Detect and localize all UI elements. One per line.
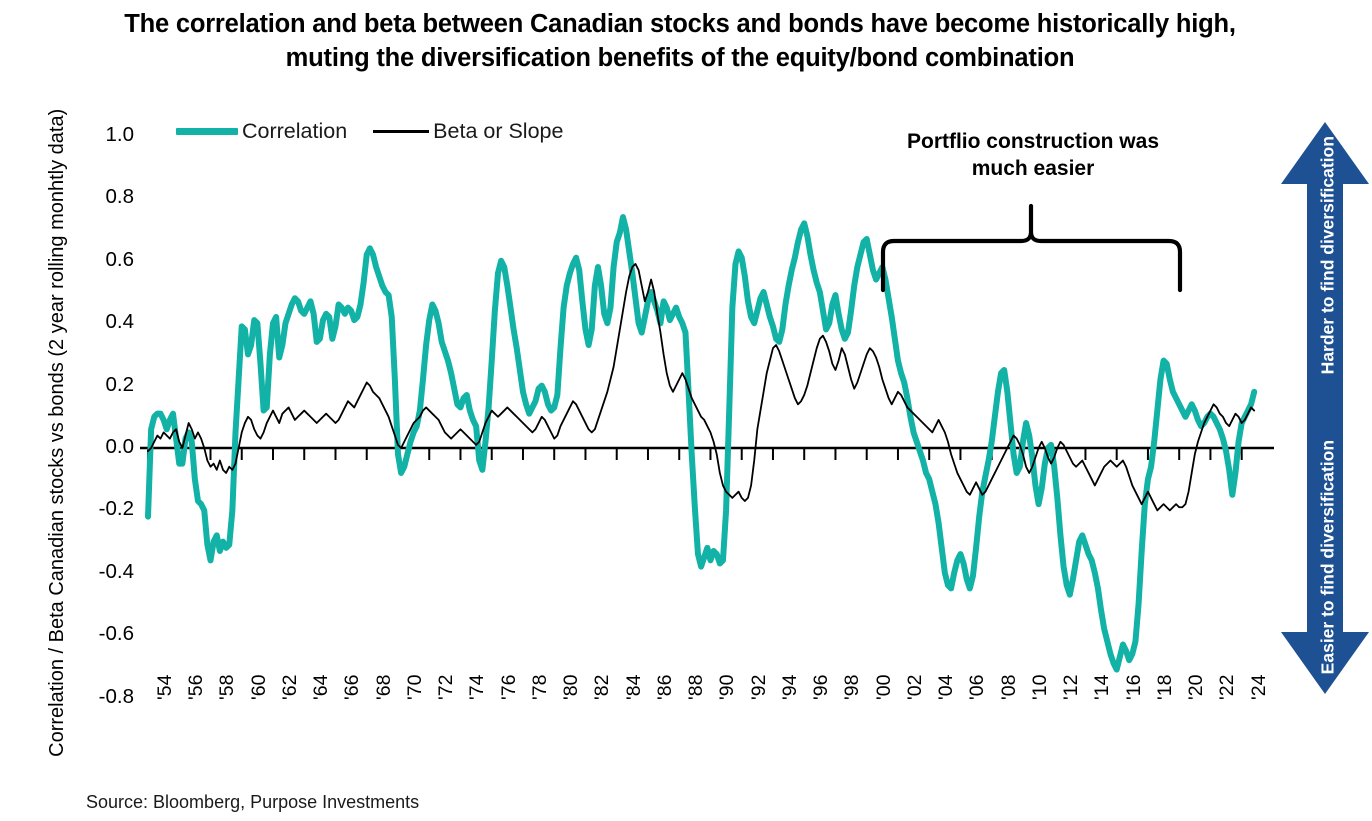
x-tick-label: '22: [1216, 674, 1239, 700]
y-tick-label: 0.0: [105, 435, 135, 458]
x-tick-label: '80: [560, 674, 583, 700]
x-tick-label: '04: [935, 674, 958, 700]
x-tick-label: '84: [622, 674, 645, 700]
y-tick-label: 0.2: [105, 372, 135, 396]
x-tick-label: '72: [435, 674, 458, 700]
x-tick-label: '86: [653, 674, 676, 700]
x-tick-label: '58: [216, 674, 239, 700]
legend-item-correlation[interactable]: Correlation: [176, 119, 347, 144]
series-line-beta: [147, 263, 1256, 512]
double-arrow-shape: [1281, 122, 1369, 694]
y-tick-label: 0.8: [105, 185, 135, 209]
x-tick-label: '78: [528, 674, 551, 700]
x-tick-label: '88: [685, 674, 708, 700]
legend-swatch-beta-icon: [373, 130, 430, 133]
x-tick-label: '24: [1247, 674, 1270, 700]
arrow-label-harder: Harder to find diversification: [1317, 136, 1338, 375]
bracket-annotation-label: Portflio construction was much easier: [906, 130, 1160, 181]
series-line-correlation: [145, 214, 1258, 673]
x-tick-label: '00: [872, 674, 895, 700]
legend-swatch-correlation-icon: [176, 128, 238, 135]
x-tick-label: '66: [341, 674, 364, 700]
x-tick-label: '90: [716, 674, 739, 700]
legend-label-correlation: Correlation: [242, 119, 348, 143]
x-tick-label: '54: [154, 674, 176, 700]
legend-label-beta: Beta or Slope: [433, 119, 564, 143]
x-tick-label: '92: [747, 674, 770, 700]
x-tick-label: '64: [310, 674, 333, 700]
x-tick-label: '20: [1185, 674, 1208, 700]
y-tick-label: -0.8: [98, 684, 134, 708]
x-tick-label: '62: [278, 674, 301, 700]
x-tick-label: '10: [1028, 674, 1051, 700]
y-tick-label: 1.0: [105, 123, 135, 146]
y-tick-label: -0.2: [98, 497, 134, 521]
x-tick-label: '16: [1122, 674, 1145, 700]
x-tick-label: '68: [372, 674, 395, 700]
x-tick-label: '02: [903, 674, 926, 700]
y-tick-label: 0.6: [105, 247, 135, 271]
page-title: The correlation and beta between Canadia…: [124, 10, 1236, 72]
x-tick-label: '76: [497, 674, 520, 700]
y-tick-label: -0.4: [98, 559, 134, 583]
x-tick-label: '82: [591, 674, 614, 700]
y-tick-label: 0.4: [105, 310, 135, 334]
x-tick-label: '14: [1091, 674, 1114, 700]
source-note: Source: Bloomberg, Purpose Investments: [86, 792, 420, 812]
double-arrow-icon: [1281, 122, 1369, 694]
x-tick-label: '98: [841, 674, 864, 700]
x-tick-label: '08: [997, 674, 1020, 700]
x-tick-label: '60: [247, 674, 270, 700]
x-tick-label: '74: [466, 674, 489, 700]
bracket-annotation: [880, 203, 1183, 293]
x-tick-label: '56: [185, 674, 208, 700]
x-axis-ticks: [147, 448, 1243, 460]
diversification-arrow: Harder to find diversification Easier to…: [1281, 122, 1369, 694]
x-tick-label: '70: [403, 674, 426, 700]
x-tick-label: '18: [1153, 674, 1176, 700]
y-tick-label: -0.6: [98, 622, 134, 646]
x-tick-label: '94: [778, 674, 801, 700]
chart-legend: Correlation Beta or Slope: [176, 119, 563, 144]
x-tick-label: '12: [1060, 674, 1083, 700]
legend-item-beta[interactable]: Beta or Slope: [373, 119, 563, 144]
x-tick-label: '96: [810, 674, 833, 700]
x-tick-label: '06: [966, 674, 989, 700]
arrow-label-easier: Easier to find diversification: [1317, 439, 1338, 675]
